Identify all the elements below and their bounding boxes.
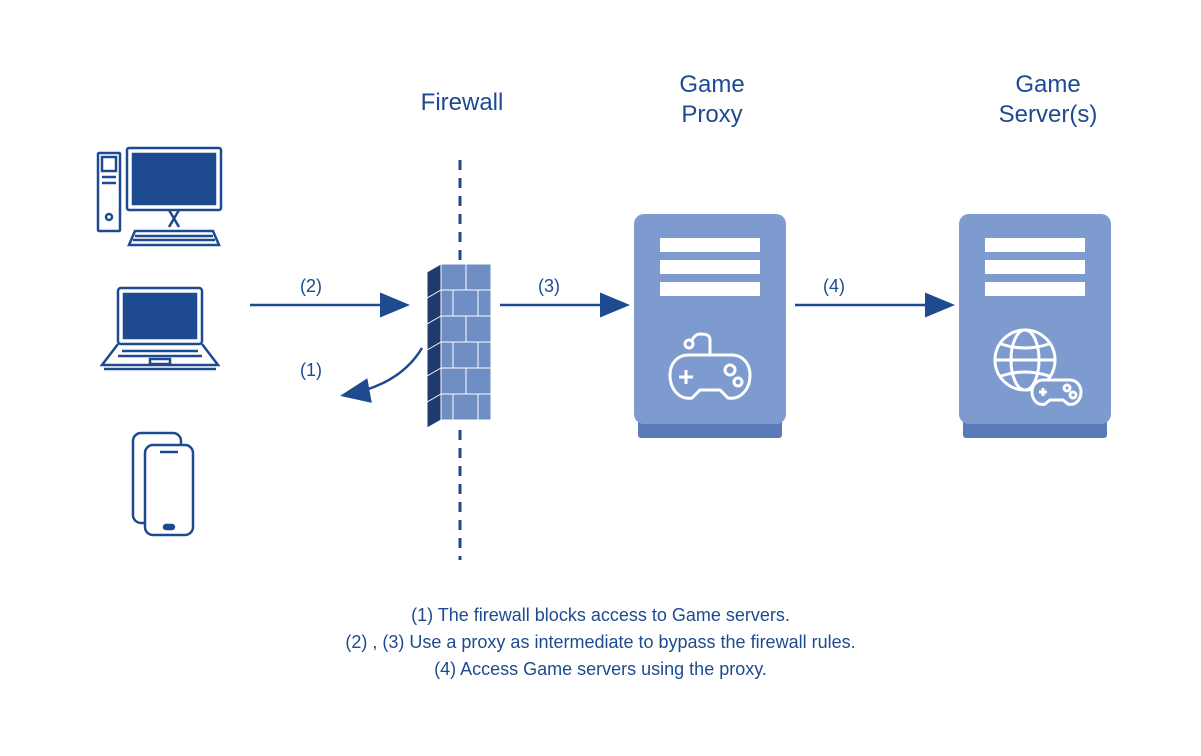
arrow-1: [345, 348, 422, 395]
arrows-layer: [0, 0, 1201, 756]
